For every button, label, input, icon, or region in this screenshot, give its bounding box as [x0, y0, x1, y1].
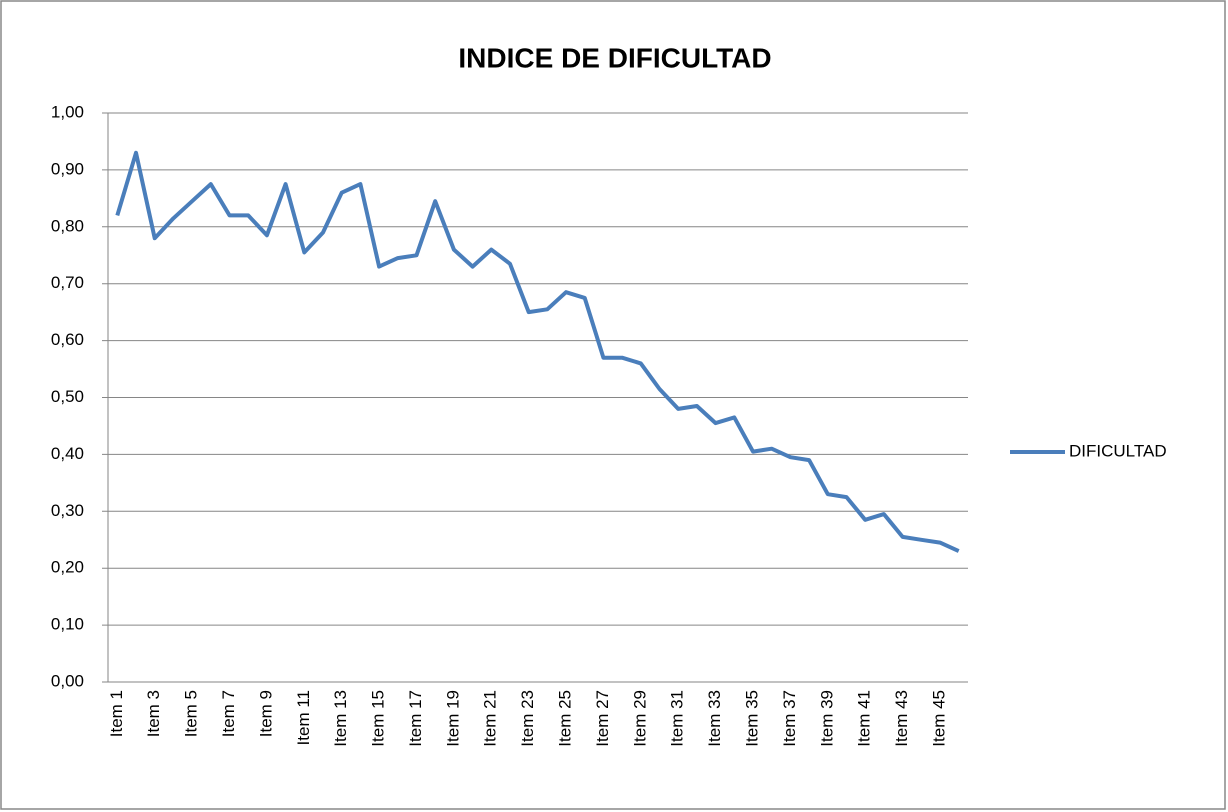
x-tick-label: Item 1 [107, 690, 126, 737]
x-tick-label: Item 35 [742, 690, 761, 747]
x-tick-label: Item 5 [182, 690, 201, 737]
y-tick-label: 0,00 [51, 671, 84, 690]
x-tick-label: Item 31 [668, 690, 687, 747]
x-tick-label: Item 11 [294, 690, 313, 745]
x-tick-label: Item 27 [593, 690, 612, 747]
x-tick-label: Item 25 [556, 690, 575, 747]
y-tick-label: 0,90 [51, 159, 84, 178]
y-tick-label: 0,10 [51, 615, 84, 634]
data-line [115, 150, 960, 553]
x-tick-label: Item 23 [518, 690, 537, 747]
x-tick-label: Item 45 [929, 690, 948, 747]
x-tick-label: Item 15 [369, 690, 388, 747]
y-tick-label: 0,20 [51, 558, 84, 577]
y-tick-label: 1,00 [51, 102, 84, 121]
x-tick-label: Item 29 [630, 690, 649, 747]
x-tick-label: Item 21 [481, 690, 500, 747]
x-tick-label: Item 39 [817, 690, 836, 747]
x-tick-label: Item 3 [144, 690, 163, 737]
legend-label: DIFICULTAD [1069, 441, 1167, 460]
x-tick-label: Item 17 [406, 690, 425, 747]
x-tick-label: Item 33 [705, 690, 724, 747]
x-tick-label: Item 37 [780, 690, 799, 747]
x-tick-label: Item 7 [219, 690, 238, 737]
x-tick-label: Item 9 [256, 690, 275, 737]
y-tick-label: 0,40 [51, 444, 84, 463]
x-tick-label: Item 43 [892, 690, 911, 747]
x-tick-label: Item 13 [331, 690, 350, 747]
chart-title: INDICE DE DIFICULTAD [458, 42, 771, 73]
y-tick-label: 0,80 [51, 216, 84, 235]
y-tick-label: 0,60 [51, 330, 84, 349]
y-tick-label: 0,70 [51, 273, 84, 292]
x-tick-label: Item 19 [443, 690, 462, 747]
y-tick-label: 0,30 [51, 501, 84, 520]
y-tick-label: 0,50 [51, 387, 84, 406]
x-tick-label: Item 41 [855, 690, 874, 747]
